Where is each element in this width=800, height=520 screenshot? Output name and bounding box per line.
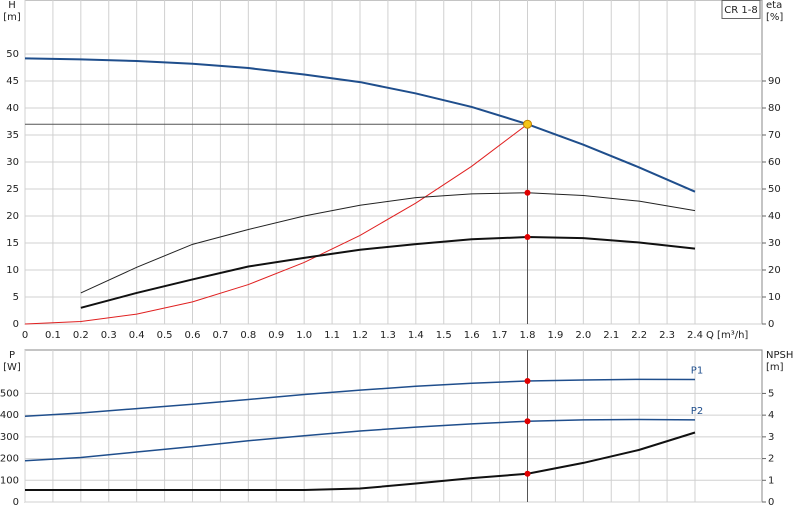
y-axis-unit: [W]	[3, 362, 21, 373]
y2-tick-label: 10	[768, 292, 781, 303]
y2-tick-label: 40	[768, 211, 781, 222]
y-tick-label: 10	[6, 265, 19, 276]
model-box	[721, 0, 761, 19]
y-tick-label: 45	[6, 76, 19, 87]
x-tick-label: 1.7	[492, 330, 508, 341]
x-tick-label: 1.2	[352, 330, 368, 341]
y-tick-label: 25	[6, 184, 19, 195]
operating-point	[524, 470, 531, 477]
curve	[80, 192, 696, 294]
x-tick-label: 1.5	[436, 330, 452, 341]
curve	[80, 236, 696, 309]
y-axis-label: P	[9, 350, 15, 361]
y2-tick-label: 60	[768, 157, 781, 168]
x-tick-label: 1.6	[464, 330, 480, 341]
model-label: CR 1-8	[724, 5, 757, 16]
series-label: P2	[691, 406, 703, 417]
y-tick-label: 300	[0, 432, 19, 443]
y2-axis-label: eta	[766, 0, 782, 11]
y-tick-label: 40	[6, 103, 19, 114]
x-tick-label: 2.3	[659, 330, 675, 341]
y-tick-label: 50	[6, 49, 19, 60]
x-tick-label: 0.3	[101, 330, 117, 341]
x-tick-label: 0.4	[129, 330, 145, 341]
x-tick-label: 1.8	[520, 330, 536, 341]
x-tick-label: 2.1	[603, 330, 619, 341]
y-tick-label: 30	[6, 157, 19, 168]
y-tick-label: 100	[0, 475, 19, 486]
x-tick-label: 1.9	[547, 330, 563, 341]
curve	[24, 57, 696, 193]
y2-tick-label: 3	[768, 432, 774, 443]
x-tick-label: 0.2	[73, 330, 89, 341]
curve	[24, 378, 696, 417]
y-tick-label: 400	[0, 410, 19, 421]
x-tick-label: 1.0	[296, 330, 312, 341]
y-tick-label: 0	[13, 319, 19, 330]
x-axis-label: Q [m³/h]	[706, 330, 748, 341]
y2-axis-unit: [%]	[766, 12, 783, 23]
x-tick-label: 0.1	[45, 330, 61, 341]
x-tick-label: 0.5	[157, 330, 173, 341]
operating-point	[524, 418, 531, 425]
x-tick-label: 0.8	[240, 330, 256, 341]
operating-point	[524, 378, 531, 385]
y2-tick-label: 5	[768, 388, 774, 399]
x-tick-label: 2.2	[631, 330, 647, 341]
x-tick-label: 0	[22, 330, 28, 341]
y2-tick-label: 70	[768, 130, 781, 141]
series-label: P1	[691, 366, 703, 377]
y2-tick-label: 1	[768, 475, 774, 486]
plot-frame	[24, 349, 763, 503]
curve	[24, 418, 696, 462]
x-tick-label: 0.7	[212, 330, 228, 341]
x-tick-label: 1.4	[408, 330, 424, 341]
operating-point	[524, 189, 531, 196]
y2-tick-label: 30	[768, 238, 781, 249]
x-tick-label: 0.9	[268, 330, 284, 341]
x-tick-label: 0.6	[185, 330, 201, 341]
y-axis-unit: [m]	[3, 12, 21, 23]
y2-tick-label: 50	[768, 184, 781, 195]
y2-tick-label: 4	[768, 410, 774, 421]
y2-axis-label: NPSH	[766, 350, 793, 361]
x-tick-label: 2.4	[687, 330, 703, 341]
duty-point	[523, 119, 532, 129]
y-tick-label: 0	[13, 497, 19, 508]
y2-tick-label: 80	[768, 103, 781, 114]
operating-point	[524, 234, 531, 241]
y2-tick-label: 0	[768, 497, 774, 508]
y-tick-label: 500	[0, 388, 19, 399]
curve	[25, 431, 696, 492]
y-tick-label: 15	[6, 238, 19, 249]
curve	[24, 123, 528, 325]
y-axis-label: H	[8, 0, 16, 11]
x-tick-label: 1.1	[324, 330, 340, 341]
y2-tick-label: 90	[768, 76, 781, 87]
y2-tick-label: 2	[768, 454, 774, 465]
y-tick-label: 200	[0, 454, 19, 465]
x-tick-label: 2.0	[575, 330, 591, 341]
y-tick-label: 5	[13, 292, 19, 303]
y2-tick-label: 0	[768, 319, 774, 330]
y2-tick-label: 20	[768, 265, 781, 276]
x-tick-label: 1.3	[380, 330, 396, 341]
y2-axis-unit: [m]	[766, 362, 784, 373]
y-tick-label: 20	[6, 211, 19, 222]
y-tick-label: 35	[6, 130, 19, 141]
